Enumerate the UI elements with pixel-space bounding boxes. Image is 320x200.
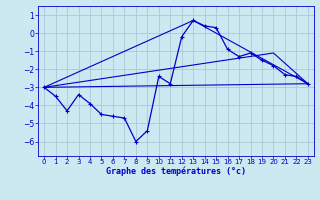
X-axis label: Graphe des températures (°c): Graphe des températures (°c): [106, 167, 246, 176]
